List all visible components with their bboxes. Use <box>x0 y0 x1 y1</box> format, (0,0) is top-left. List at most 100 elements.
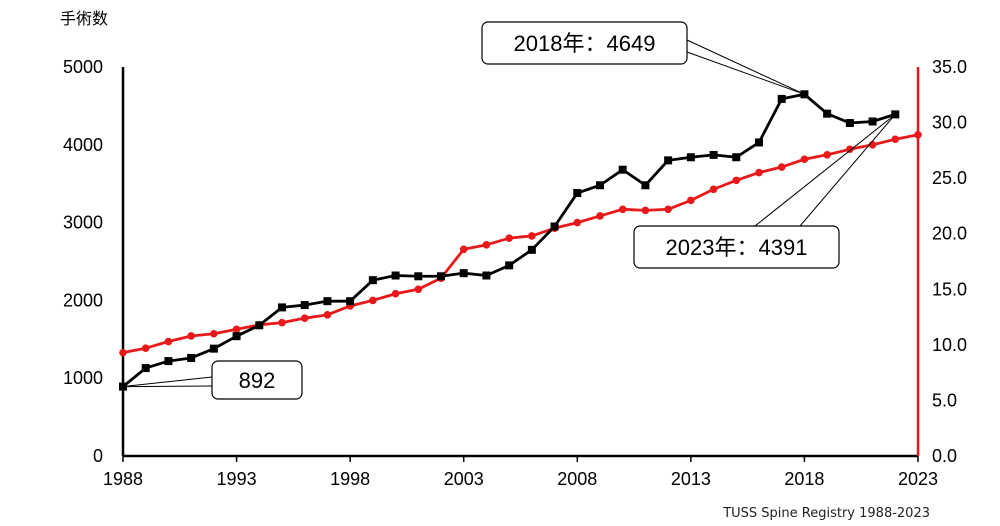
y-right-tick-label: 25.0 <box>932 168 967 188</box>
data-point-left <box>732 153 741 162</box>
callout-box <box>633 225 840 269</box>
data-point-right <box>846 145 854 154</box>
y-left-tick-label: 1000 <box>63 368 103 388</box>
data-point-right <box>505 234 513 242</box>
y-left-tick-label: 4000 <box>63 135 103 155</box>
y-right-tick-label: 30.0 <box>932 113 967 133</box>
data-point-left <box>686 153 695 162</box>
data-point-left <box>596 181 604 190</box>
callout-pointer <box>754 113 896 227</box>
data-point-right <box>232 325 241 334</box>
callout-label: 2018年：4649 <box>514 31 656 56</box>
callout-pointer <box>686 39 805 95</box>
data-point-left <box>550 222 559 231</box>
callout-pointer <box>686 51 805 95</box>
data-point-right <box>323 311 332 319</box>
tick-labels: 0 1000 2000 3000 4000 5000 0.0 5.0 10.0 15.0 20.0 2… <box>63 57 967 489</box>
y-right-tick-label: 5.0 <box>932 390 957 410</box>
x-tick-label: 2018 <box>784 469 824 489</box>
y-right-tick-label: 20.0 <box>932 224 967 244</box>
data-point-right <box>709 185 718 194</box>
y-left-tick-label: 5000 <box>63 57 103 77</box>
data-point-left <box>755 138 763 147</box>
data-point-right <box>414 285 423 294</box>
callout-label: 892 <box>239 368 276 393</box>
data-point-left <box>823 109 832 118</box>
data-point-right <box>777 163 786 171</box>
data-point-left <box>437 272 445 281</box>
data-point-left <box>482 271 491 280</box>
data-point-left <box>300 301 309 310</box>
x-tick-label: 2013 <box>671 469 711 489</box>
data-point-right <box>891 135 900 144</box>
data-point-right <box>687 196 695 205</box>
callout-pointer <box>122 385 213 388</box>
data-point-right <box>141 344 150 352</box>
data-point-left <box>414 272 423 281</box>
data-point-right <box>573 218 582 227</box>
x-tick-label: 1998 <box>330 469 370 489</box>
y-left-tick-label: 0 <box>93 446 103 466</box>
data-point-left <box>573 189 582 198</box>
callout-pointer <box>122 376 213 388</box>
y-right-tick-label: 35.0 <box>932 57 967 77</box>
data-point-right <box>278 318 286 327</box>
data-point-left <box>777 94 786 103</box>
callout-pointer <box>799 114 896 227</box>
data-point-right <box>732 176 741 185</box>
data-point-right <box>482 241 491 249</box>
data-point-left <box>278 303 286 312</box>
data-point-right <box>164 337 173 346</box>
data-point-left <box>868 117 877 126</box>
data-point-left <box>232 332 241 341</box>
data-point-left <box>209 344 218 353</box>
data-point-right <box>800 155 809 164</box>
data-point-left <box>664 156 673 165</box>
data-point-right <box>823 151 831 159</box>
data-point-right <box>391 289 400 298</box>
data-point-left <box>505 261 514 270</box>
data-point-left <box>346 297 355 306</box>
data-point-left <box>618 165 627 174</box>
y-right-tick-label: 0.0 <box>932 446 957 466</box>
data-point-right <box>755 168 763 177</box>
data-point-right <box>300 314 309 322</box>
x-tick-label: 2003 <box>444 469 484 489</box>
callout-label: 2023年：4391 <box>666 235 808 260</box>
y-left-tick-label: 3000 <box>63 213 103 233</box>
data-point-left <box>141 364 150 373</box>
data-point-left <box>845 119 854 128</box>
data-point-right <box>641 206 650 215</box>
callout-box <box>211 360 303 400</box>
data-point-left <box>164 357 173 366</box>
data-point-left <box>709 150 718 159</box>
y-axis-label: 手術数 <box>60 9 108 28</box>
data-point-right <box>596 212 604 220</box>
y-left-tick-label: 2000 <box>63 290 103 310</box>
data-point-left <box>187 353 196 362</box>
y-right-tick-label: 10.0 <box>932 335 967 355</box>
x-tick-label: 1988 <box>103 469 143 489</box>
data-point-left <box>368 276 377 285</box>
data-point-right <box>664 205 672 214</box>
data-point-right <box>618 205 627 214</box>
data-point-left <box>527 245 536 254</box>
data-point-right <box>119 348 127 357</box>
data-point-right <box>528 232 536 240</box>
data-point-left <box>391 271 400 280</box>
data-point-left <box>459 269 468 278</box>
x-tick-label: 2008 <box>557 469 597 489</box>
source-label: TUSS Spine Registry 1988-2023 <box>722 506 930 521</box>
data-point-right <box>210 329 218 338</box>
y-right-tick-label: 15.0 <box>932 279 967 299</box>
callout-box <box>481 21 688 65</box>
data-point-right <box>914 130 922 139</box>
x-tick-label: 1993 <box>217 469 257 489</box>
data-point-left <box>255 321 264 330</box>
data-point-right <box>459 245 468 254</box>
data-point-left <box>323 297 332 306</box>
data-point-right <box>369 296 377 305</box>
data-point-left <box>641 181 650 190</box>
annotations: 2018年：4649 2023年：4391 892 <box>122 21 896 400</box>
